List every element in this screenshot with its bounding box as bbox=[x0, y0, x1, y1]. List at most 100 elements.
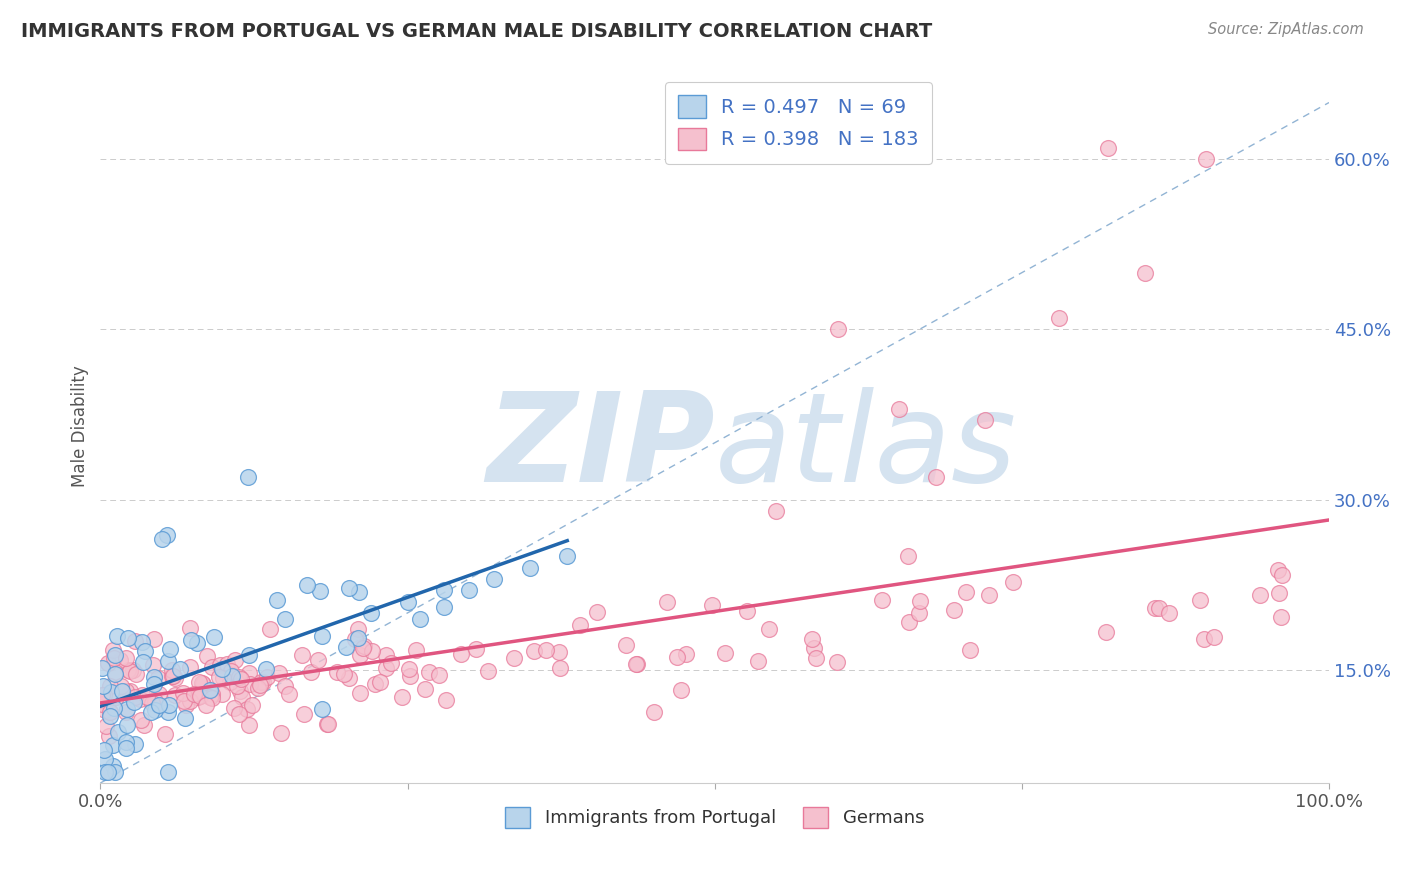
Point bbox=[179, 621, 201, 635]
Point bbox=[1097, 798, 1119, 813]
Point bbox=[240, 698, 263, 712]
Point bbox=[666, 650, 689, 665]
Point bbox=[98, 729, 121, 743]
Point bbox=[292, 707, 315, 722]
Point bbox=[91, 679, 114, 693]
Point bbox=[825, 655, 848, 669]
Point bbox=[188, 675, 211, 690]
Point bbox=[191, 677, 214, 691]
Point bbox=[974, 413, 997, 427]
Point bbox=[942, 603, 965, 617]
Point bbox=[215, 657, 238, 672]
Point bbox=[114, 741, 136, 756]
Point bbox=[427, 668, 450, 682]
Point bbox=[142, 670, 165, 684]
Point bbox=[180, 632, 202, 647]
Point bbox=[249, 674, 271, 689]
Point bbox=[105, 629, 128, 643]
Point bbox=[160, 669, 183, 683]
Point bbox=[212, 671, 235, 685]
Point bbox=[347, 631, 370, 645]
Point bbox=[391, 690, 413, 704]
Point bbox=[100, 679, 122, 693]
Point bbox=[228, 670, 250, 684]
Point bbox=[337, 671, 360, 685]
Point bbox=[256, 670, 278, 684]
Point bbox=[198, 690, 221, 704]
Point bbox=[129, 691, 152, 706]
Point bbox=[156, 705, 179, 719]
Point bbox=[148, 687, 170, 701]
Point bbox=[1047, 311, 1070, 326]
Point bbox=[94, 752, 117, 766]
Point bbox=[399, 668, 422, 682]
Point bbox=[200, 683, 222, 698]
Point bbox=[803, 640, 825, 655]
Point bbox=[433, 583, 456, 598]
Point bbox=[238, 648, 260, 663]
Point bbox=[325, 665, 347, 680]
Point bbox=[114, 651, 136, 665]
Point bbox=[131, 635, 153, 649]
Point bbox=[228, 706, 250, 721]
Point bbox=[156, 764, 179, 779]
Point bbox=[129, 713, 152, 727]
Point bbox=[174, 711, 197, 725]
Point bbox=[104, 764, 127, 779]
Point bbox=[104, 665, 127, 680]
Point bbox=[134, 717, 156, 731]
Point bbox=[211, 662, 233, 676]
Point bbox=[117, 663, 139, 677]
Point bbox=[169, 662, 191, 676]
Point bbox=[1097, 141, 1119, 155]
Point bbox=[239, 677, 262, 691]
Point bbox=[380, 656, 402, 670]
Point bbox=[97, 656, 120, 670]
Point bbox=[120, 684, 142, 698]
Point bbox=[959, 643, 981, 657]
Point bbox=[700, 598, 723, 612]
Point bbox=[238, 717, 260, 731]
Point bbox=[259, 622, 281, 636]
Point bbox=[908, 606, 931, 620]
Point bbox=[274, 679, 297, 693]
Point bbox=[148, 698, 170, 713]
Point bbox=[132, 655, 155, 669]
Point bbox=[375, 661, 398, 675]
Point bbox=[308, 584, 330, 599]
Text: IMMIGRANTS FROM PORTUGAL VS GERMAN MALE DISABILITY CORRELATION CHART: IMMIGRANTS FROM PORTUGAL VS GERMAN MALE … bbox=[21, 22, 932, 41]
Point bbox=[101, 759, 124, 773]
Point bbox=[103, 642, 125, 657]
Point bbox=[103, 651, 125, 665]
Point bbox=[219, 664, 242, 678]
Point bbox=[103, 688, 125, 702]
Point bbox=[519, 560, 541, 574]
Point bbox=[162, 669, 184, 683]
Point bbox=[405, 643, 427, 657]
Point bbox=[173, 694, 195, 708]
Point bbox=[897, 549, 920, 564]
Point bbox=[103, 700, 125, 714]
Point bbox=[955, 584, 977, 599]
Point bbox=[120, 664, 142, 678]
Point bbox=[1268, 586, 1291, 600]
Point bbox=[713, 646, 735, 660]
Point bbox=[229, 672, 252, 686]
Point bbox=[124, 737, 146, 751]
Point bbox=[187, 690, 209, 704]
Point bbox=[110, 679, 132, 693]
Point bbox=[97, 764, 120, 779]
Point bbox=[433, 600, 456, 615]
Point bbox=[236, 702, 259, 716]
Text: ZIP: ZIP bbox=[486, 387, 714, 508]
Point bbox=[179, 660, 201, 674]
Point bbox=[1249, 588, 1271, 602]
Point bbox=[270, 726, 292, 740]
Point bbox=[1133, 266, 1156, 280]
Point bbox=[207, 670, 229, 684]
Point bbox=[139, 706, 162, 720]
Point bbox=[115, 702, 138, 716]
Point bbox=[827, 322, 849, 336]
Point bbox=[1143, 600, 1166, 615]
Point bbox=[93, 688, 115, 702]
